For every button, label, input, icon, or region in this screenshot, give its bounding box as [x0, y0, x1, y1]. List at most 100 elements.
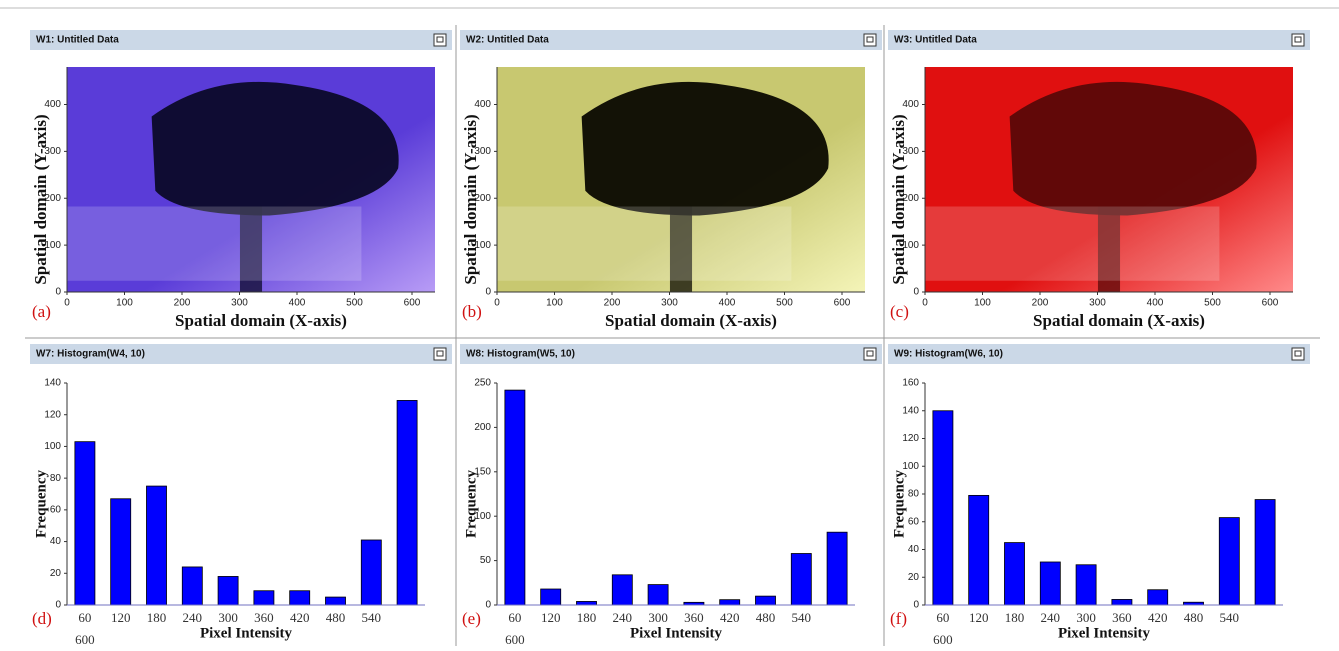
window-title: W1: Untitled Data	[36, 35, 119, 46]
x-tick-label: 0	[494, 298, 500, 309]
y-tick-label: 0	[485, 600, 491, 611]
y-tick-label: 0	[485, 287, 491, 298]
figure: W1: Untitled Data01002003004005006000100…	[0, 0, 1339, 646]
bar	[111, 499, 131, 605]
window-title: W3: Untitled Data	[894, 35, 977, 46]
x-tick-label: 600	[505, 632, 525, 646]
maximize-button[interactable]	[864, 34, 876, 46]
window-title: W9: Histogram(W6, 10)	[894, 349, 1003, 360]
image-ruler	[497, 207, 791, 281]
y-axis-label: Frequency	[33, 469, 49, 538]
x-tick-label: 300	[648, 610, 668, 625]
x-tick-label: 480	[1184, 610, 1204, 625]
maximize-button[interactable]	[1292, 348, 1304, 360]
x-tick-label: 480	[756, 610, 776, 625]
x-tick-label: 120	[541, 610, 561, 625]
bar	[218, 576, 238, 605]
y-tick-label: 20	[908, 572, 920, 583]
y-tick-label: 20	[50, 568, 62, 579]
x-tick-label: 240	[1041, 610, 1061, 625]
window-title: W2: Untitled Data	[466, 35, 549, 46]
bar	[1148, 590, 1168, 605]
x-tick-label: 180	[577, 610, 597, 625]
y-tick-label: 400	[902, 99, 919, 110]
x-tick-label: 300	[1089, 298, 1106, 309]
bar	[612, 575, 632, 605]
x-tick-label: 420	[720, 610, 740, 625]
y-tick-label: 80	[50, 473, 62, 484]
y-tick-label: 140	[902, 405, 919, 416]
x-tick-label: 500	[776, 298, 793, 309]
maximize-button[interactable]	[434, 348, 446, 360]
x-tick-label: 600	[75, 632, 95, 646]
bar	[541, 589, 561, 605]
y-tick-label: 200	[474, 422, 491, 433]
x-tick-label: 100	[116, 298, 133, 309]
maximize-button[interactable]	[1292, 34, 1304, 46]
x-tick-label: 400	[1147, 298, 1164, 309]
y-tick-label: 40	[908, 544, 920, 555]
x-tick-label: 600	[933, 632, 953, 646]
bar	[1040, 562, 1060, 605]
y-axis-label: Spatial domain (Y-axis)	[461, 114, 480, 284]
x-tick-label: 540	[792, 610, 812, 625]
panel-label: (f)	[890, 609, 907, 628]
y-tick-label: 140	[44, 378, 61, 389]
x-axis-label: Pixel Intensity	[1058, 625, 1151, 641]
x-tick-label: 240	[183, 610, 203, 625]
bar	[576, 601, 596, 605]
bar	[969, 495, 989, 605]
x-tick-label: 500	[346, 298, 363, 309]
x-tick-label: 360	[684, 610, 704, 625]
bar	[254, 591, 274, 605]
bar	[1076, 565, 1096, 605]
x-axis-label: Spatial domain (X-axis)	[605, 311, 777, 330]
panel-label: (c)	[890, 302, 909, 321]
maximize-button[interactable]	[864, 348, 876, 360]
x-tick-label: 120	[969, 610, 989, 625]
bar	[146, 486, 166, 605]
bar	[1219, 518, 1239, 605]
panel-label: (d)	[32, 609, 52, 628]
maximize-button[interactable]	[434, 34, 446, 46]
x-tick-label: 240	[613, 610, 633, 625]
x-tick-label: 180	[147, 610, 167, 625]
panel-label: (b)	[462, 302, 482, 321]
bar	[1004, 543, 1024, 605]
x-tick-label: 200	[1032, 298, 1049, 309]
x-tick-label: 360	[1112, 610, 1132, 625]
bar	[791, 553, 811, 605]
x-tick-label: 100	[974, 298, 991, 309]
y-tick-label: 60	[50, 504, 62, 515]
x-tick-label: 360	[254, 610, 274, 625]
x-tick-label: 0	[64, 298, 70, 309]
image-ruler	[925, 207, 1219, 281]
x-axis-label: Spatial domain (X-axis)	[175, 311, 347, 330]
y-tick-label: 250	[474, 378, 491, 389]
x-tick-label: 540	[1220, 610, 1240, 625]
bar	[1112, 599, 1132, 605]
bar	[505, 390, 525, 605]
x-tick-label: 60	[508, 610, 521, 625]
x-tick-label: 420	[1148, 610, 1168, 625]
y-tick-label: 400	[44, 99, 61, 110]
y-tick-label: 0	[913, 287, 919, 298]
y-axis-label: Spatial domain (Y-axis)	[889, 114, 908, 284]
x-tick-label: 480	[326, 610, 346, 625]
bar	[755, 596, 775, 605]
x-tick-label: 300	[218, 610, 238, 625]
bar	[933, 411, 953, 605]
x-tick-label: 60	[78, 610, 91, 625]
bar	[325, 597, 345, 605]
y-tick-label: 0	[55, 287, 61, 298]
y-axis-label: Spatial domain (Y-axis)	[31, 114, 50, 284]
bar	[1255, 500, 1275, 605]
x-tick-label: 600	[1262, 298, 1279, 309]
x-tick-label: 600	[404, 298, 421, 309]
x-tick-label: 400	[719, 298, 736, 309]
y-tick-label: 100	[44, 441, 61, 452]
x-axis-label: Pixel Intensity	[200, 625, 293, 641]
bar	[290, 591, 310, 605]
x-tick-label: 300	[231, 298, 248, 309]
y-tick-label: 40	[50, 536, 62, 547]
